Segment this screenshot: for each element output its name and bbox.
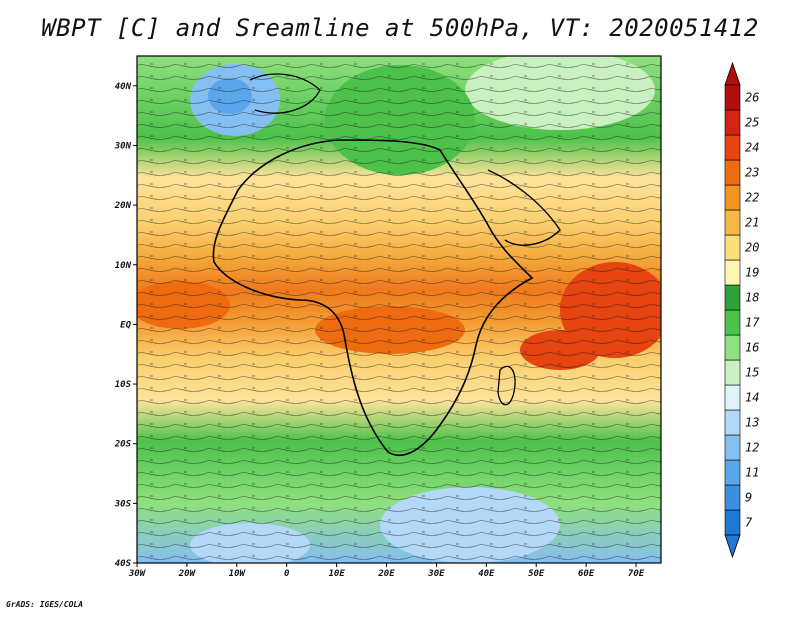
x-tick-label: 10E xyxy=(328,569,345,579)
x-tick-label: 10W xyxy=(229,569,247,579)
plot-frame xyxy=(136,55,662,564)
colorbar-label: 17 xyxy=(745,316,760,330)
x-tick-label: 30W xyxy=(128,569,147,579)
colorbar-swatch xyxy=(724,134,741,161)
x-tick-label: 60E xyxy=(578,569,595,579)
x-tick-label: 50E xyxy=(528,569,545,579)
colorbar-label: 11 xyxy=(745,466,759,480)
x-tick-label: 0 xyxy=(284,569,290,579)
colorbar-label: 19 xyxy=(745,266,759,280)
x-tick-label: 70E xyxy=(628,569,645,579)
y-tick-label: EQ xyxy=(120,320,131,330)
colorbar-swatch xyxy=(724,234,741,261)
colorbar-swatch xyxy=(724,184,741,211)
colorbar-swatch xyxy=(724,484,741,511)
colorbar-label: 24 xyxy=(745,141,759,155)
colorbar-swatch xyxy=(724,459,741,486)
y-axis: 40N 30N 20N 10N EQ 10S 20S 30S 40S xyxy=(114,82,137,569)
y-tick-label: 20S xyxy=(114,440,132,450)
colorbar-label: 16 xyxy=(745,341,759,355)
colorbar-swatch xyxy=(724,509,741,536)
coastline-iberia xyxy=(249,73,321,114)
colorbar-swatch xyxy=(724,284,741,311)
colorbar-swatch xyxy=(724,384,741,411)
colorbar-swatch xyxy=(724,259,741,286)
coastline-madagascar xyxy=(497,365,516,406)
colorbar-label: 25 xyxy=(745,116,759,130)
map-plot-area xyxy=(137,56,661,563)
colorbar-label: 18 xyxy=(745,291,759,305)
colorbar-swatch xyxy=(724,109,741,136)
x-tick-label: 40E xyxy=(478,569,495,579)
colorbar: 7 9 11 12 13 14 15 16 17 18 19 20 21 22 23 24 25 26 xyxy=(724,61,760,559)
colorbar-label: 7 xyxy=(745,516,753,530)
colorbar-swatch xyxy=(724,409,741,436)
chart-title: WBPT [C] and Sreamline at 500hPa, VT: 20… xyxy=(41,14,759,42)
x-tick-label: 30E xyxy=(427,569,445,579)
colorbar-swatch xyxy=(724,209,741,236)
colorbar-top-arrow xyxy=(724,61,741,86)
colorbar-label: 22 xyxy=(745,191,759,205)
y-tick-label: 10N xyxy=(115,261,132,271)
colorbar-label: 20 xyxy=(745,241,759,255)
y-tick-label: 30N xyxy=(114,141,132,151)
colorbar-label: 14 xyxy=(745,391,759,405)
colorbar-label: 13 xyxy=(745,416,759,430)
colorbar-label: 12 xyxy=(745,441,759,455)
colorbar-label: 21 xyxy=(745,216,759,230)
colorbar-swatch xyxy=(724,359,741,386)
colorbar-swatch xyxy=(724,334,741,361)
y-tick-label: 20N xyxy=(114,201,132,211)
colorbar-label: 15 xyxy=(745,366,759,380)
colorbar-swatch xyxy=(724,84,741,111)
y-tick-label: 40N xyxy=(115,82,132,92)
x-tick-label: 20E xyxy=(377,569,395,579)
colorbar-label: 26 xyxy=(745,91,759,105)
x-tick-label: 20W xyxy=(178,569,197,579)
colorbar-bottom-arrow xyxy=(724,534,741,559)
coastline-africa xyxy=(212,139,534,457)
y-tick-label: 40S xyxy=(115,559,132,569)
y-tick-label: 10S xyxy=(115,380,132,390)
colorbar-swatch xyxy=(724,434,741,461)
colorbar-swatch xyxy=(724,159,741,186)
colorbar-swatch xyxy=(724,309,741,336)
colorbar-label: 9 xyxy=(745,491,752,505)
x-axis: 30W 20W 10W 0 10E 20E 30E 40E 50E 60E 70E xyxy=(128,563,645,579)
grads-credit: GrADS: IGES/COLA xyxy=(6,600,84,609)
coastline-arabia xyxy=(487,169,561,246)
colorbar-label: 23 xyxy=(745,166,759,180)
y-tick-label: 30S xyxy=(114,499,132,509)
streamlines xyxy=(137,56,661,563)
